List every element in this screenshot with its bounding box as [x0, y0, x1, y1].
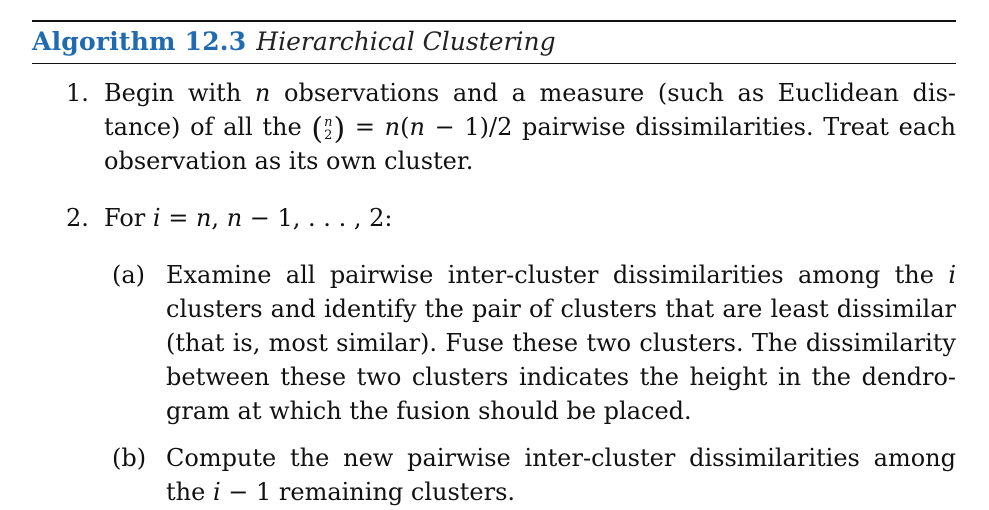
substep-a-line-2: clusters and identify the pair of cluste… [166, 295, 956, 323]
substep-b-line-1: Compute the new pairwise inter-cluster d… [166, 444, 956, 472]
substep-a-line-3: (that is, most similar). Fuse these two … [166, 329, 956, 357]
top-rule [32, 20, 956, 22]
step-1-line-2: tance) of all the (n 2) = n(n − 1)/2 pair… [104, 111, 957, 147]
header-rule [32, 63, 956, 64]
substep-a-label: (a) [112, 261, 146, 289]
substep-a-line-4: between these two clusters indicates the… [166, 363, 956, 391]
step-1-number: 1. [66, 79, 89, 107]
substep-a-line-1: Examine all pairwise inter-cluster dissi… [166, 261, 956, 289]
substep-a-line-5: gram at which the fusion should be place… [166, 397, 692, 425]
step-1-line-1: Begin with n observations and a measure … [104, 79, 956, 107]
substep-b-label: (b) [112, 444, 147, 472]
step-1-line-3: observation as its own cluster. [104, 147, 474, 175]
binomial-n-choose-2: (n 2) [311, 111, 346, 147]
algorithm-header: Algorithm 12.3 Hierarchical Clustering [32, 24, 556, 60]
algorithm-label: Algorithm 12.3 [32, 27, 247, 56]
substep-b-line-2: the i − 1 remaining clusters. [166, 478, 516, 506]
step-2-line-1: For i = n, n − 1, . . . , 2: [104, 204, 393, 232]
step-2-number: 2. [66, 204, 89, 232]
algorithm-title: Hierarchical Clustering [256, 27, 556, 56]
